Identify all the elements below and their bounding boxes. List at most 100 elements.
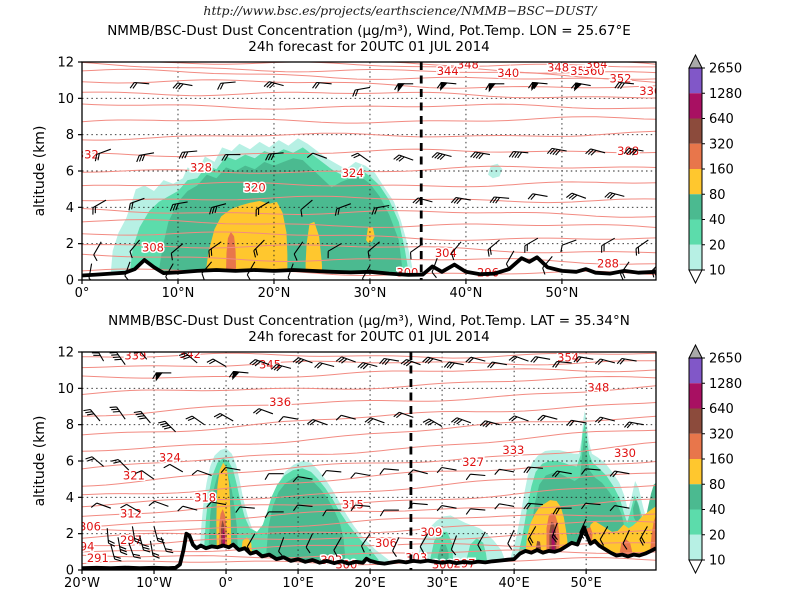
axes-lat-section: 20°W 10°W 0° 10°E 20°E 30°E 40°E 50°E 0 2 4 6 8 10 12 a… bbox=[32, 346, 657, 591]
isoline-label-336: 336 bbox=[639, 84, 661, 98]
wind-barb bbox=[333, 537, 342, 557]
wind-barb bbox=[178, 150, 198, 159]
wind-barb bbox=[367, 241, 380, 259]
x-tick-label: 20°N bbox=[258, 286, 291, 301]
isoline-label-304: 304 bbox=[435, 246, 457, 260]
terrain-profile bbox=[82, 255, 656, 278]
y-axis-label: altitude (km) bbox=[32, 126, 48, 217]
wind-barb bbox=[487, 239, 500, 257]
colorbar-under-arrow bbox=[688, 269, 703, 285]
wind-barb bbox=[307, 419, 328, 426]
wind-barb bbox=[213, 413, 234, 422]
wind-barb bbox=[585, 148, 606, 156]
wind-barb bbox=[616, 357, 637, 365]
colorbar-tick-label: 1280 bbox=[709, 87, 742, 102]
wind-barb bbox=[322, 509, 342, 517]
x-tick-label: 50°N bbox=[546, 286, 579, 301]
wind-barb bbox=[109, 406, 126, 420]
wind-barb bbox=[443, 361, 464, 369]
wind-barb bbox=[477, 531, 486, 552]
wind-barb bbox=[169, 201, 188, 212]
colorbar-tick-label: 160 bbox=[709, 453, 734, 468]
wind-barb bbox=[450, 196, 471, 205]
isoline-label-333: 333 bbox=[502, 443, 524, 457]
wind-barb bbox=[379, 468, 399, 475]
wind-barb bbox=[465, 508, 486, 515]
x-tick-label: 10°W bbox=[136, 576, 172, 591]
axes-lon-section: 0° 10°N 20°N 30°N 40°N 50°N 0 2 4 6 8 10 12 altitude … bbox=[32, 56, 657, 301]
wind-barb bbox=[136, 152, 155, 163]
wind-barb bbox=[312, 81, 332, 89]
wind-barb bbox=[546, 147, 567, 156]
wind-barb bbox=[450, 241, 462, 261]
wind-barb bbox=[117, 537, 128, 556]
wind-barb bbox=[494, 468, 515, 475]
y-axis-label: altitude (km) bbox=[32, 416, 48, 507]
wind-barb bbox=[551, 522, 558, 543]
wind-barb bbox=[394, 83, 414, 93]
wind-barb bbox=[335, 414, 356, 421]
wind-barb bbox=[300, 199, 313, 217]
wind-barb bbox=[360, 533, 371, 553]
y-tick-label: 6 bbox=[66, 455, 74, 470]
wind-barb bbox=[128, 542, 141, 559]
x-tick-label: 30°N bbox=[354, 286, 387, 301]
wind-barb bbox=[111, 458, 130, 471]
wind-barb bbox=[622, 529, 630, 550]
wind-barb bbox=[91, 352, 105, 362]
y-tick-label: 2 bbox=[66, 527, 74, 542]
wind-barb bbox=[371, 204, 390, 215]
y-tick-label: 10 bbox=[57, 382, 74, 397]
wind-barb bbox=[639, 526, 648, 546]
x-tick-label: 20°W bbox=[64, 576, 100, 591]
colorbar-tick-label: 320 bbox=[709, 427, 734, 442]
wind-barb bbox=[314, 362, 335, 369]
wind-barb bbox=[170, 243, 184, 261]
x-tick-label: 20°E bbox=[354, 576, 385, 591]
isoline-label-291: 291 bbox=[87, 551, 109, 565]
panel2-subtitle: 24h forecast for 20UTC 01 JUL 2014 bbox=[248, 329, 490, 345]
colorbar-tick-label: 40 bbox=[709, 503, 726, 518]
wind-barb bbox=[436, 81, 457, 92]
wind-barb bbox=[129, 239, 141, 259]
wind-barb bbox=[436, 466, 457, 474]
wind-barb bbox=[120, 503, 140, 513]
wind-barb bbox=[351, 152, 371, 163]
isoline-label-312: 312 bbox=[120, 507, 142, 521]
isoline-label-342: 342 bbox=[179, 347, 201, 361]
colorbar-tick-label: 2650 bbox=[709, 352, 742, 367]
wind-barb bbox=[264, 473, 284, 480]
x-tick-label: 10°N bbox=[162, 286, 195, 301]
wind-barb bbox=[131, 526, 142, 545]
isoline-label-348: 348 bbox=[587, 380, 609, 394]
wind-barb bbox=[479, 420, 500, 428]
wind-barb bbox=[422, 356, 443, 364]
wind-barb bbox=[508, 415, 529, 422]
wind-barb bbox=[523, 466, 543, 474]
wind-barb bbox=[110, 544, 122, 562]
colorbar-lon-section: 2650 1280 640 320 160 80 40 20 10 bbox=[688, 53, 742, 285]
wind-barb bbox=[357, 362, 378, 370]
wind-barb bbox=[253, 239, 265, 258]
isoline-label-288: 288 bbox=[597, 257, 619, 271]
wind-barb bbox=[451, 417, 472, 425]
colorbar-tick-label: 80 bbox=[709, 188, 726, 203]
wind-barb bbox=[185, 415, 205, 426]
x-tick-label: 0° bbox=[75, 286, 90, 301]
wind-barb bbox=[431, 258, 438, 279]
wind-barb bbox=[494, 503, 515, 510]
wind-barb bbox=[552, 507, 572, 515]
wind-barb bbox=[364, 417, 385, 424]
wind-barb bbox=[293, 241, 304, 261]
wind-barb bbox=[566, 192, 587, 200]
isoline-label-340: 340 bbox=[497, 66, 519, 80]
wind-barb bbox=[581, 502, 601, 510]
isoline-label-336: 336 bbox=[269, 395, 291, 409]
y-tick-label: 8 bbox=[66, 128, 74, 143]
wind-barb bbox=[524, 237, 539, 253]
isoline-label-297: 297 bbox=[120, 533, 142, 547]
wind-barb bbox=[163, 463, 184, 473]
wind-barb bbox=[379, 357, 399, 366]
